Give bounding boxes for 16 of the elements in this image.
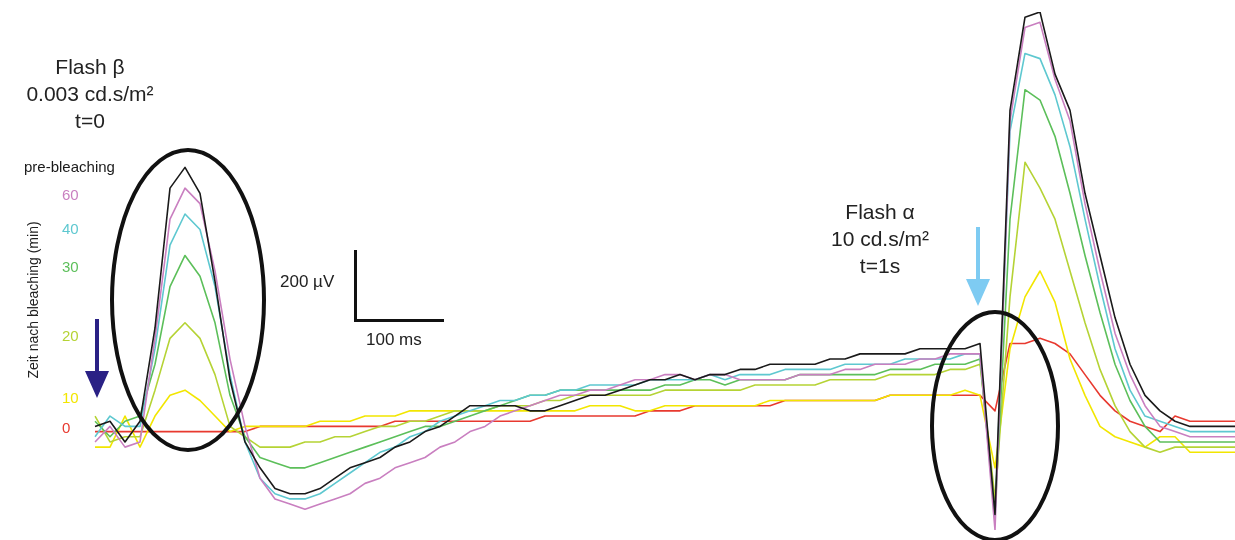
- legend-title: Zeit nach bleaching (min): [25, 221, 41, 379]
- annotation: t=0: [75, 109, 105, 133]
- annotation: 100 ms: [366, 330, 422, 350]
- text: 10: [62, 389, 79, 406]
- text: pre-bleaching: [24, 158, 115, 175]
- text: 40: [62, 220, 79, 237]
- annotation: 10 cd.s/m²: [830, 227, 930, 251]
- annotation: 0.003 cd.s/m²: [26, 82, 154, 106]
- annotation: Flash α: [845, 200, 915, 224]
- annotation: 200 µV: [280, 272, 335, 292]
- text: 20: [62, 327, 79, 344]
- text: 30: [62, 258, 79, 275]
- text: 60: [62, 186, 79, 203]
- series-label: 0: [62, 419, 71, 436]
- annotation: t=1s: [859, 254, 901, 278]
- annotation: Flash β: [55, 55, 125, 79]
